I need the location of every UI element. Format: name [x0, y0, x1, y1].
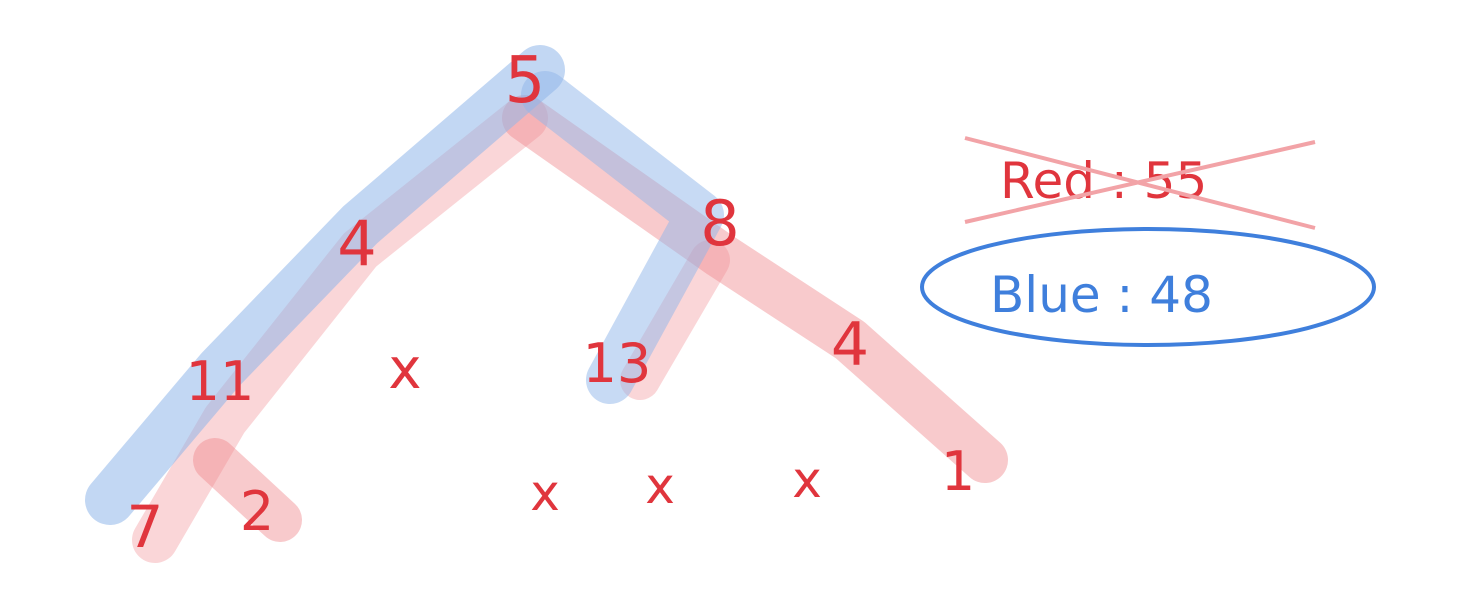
legend-red-strike-2 — [964, 140, 1316, 224]
node-rlr: x — [645, 457, 675, 515]
node-rr: 4 — [831, 310, 869, 380]
node-rll: x — [530, 464, 560, 522]
node-r: 8 — [700, 187, 739, 260]
node-l: 4 — [337, 207, 376, 280]
node-ll: 11 — [186, 350, 255, 413]
blue-path-right — [521, 71, 724, 404]
red-path-two — [193, 438, 302, 542]
node-lr: x — [388, 337, 421, 402]
legend-blue-circle — [920, 227, 1376, 347]
legend-red: Red : 55 — [1000, 152, 1207, 210]
legend: Red : 55 Blue : 48 — [920, 136, 1376, 347]
node-rrr: 1 — [941, 440, 975, 503]
path-highlights — [85, 45, 1008, 563]
red-path-right — [502, 95, 1008, 483]
node-rl: 13 — [583, 332, 652, 395]
red-path-thirteen — [620, 240, 730, 400]
node-root: 5 — [505, 44, 546, 118]
node-lll: 7 — [127, 493, 164, 561]
legend-blue: Blue : 48 — [990, 266, 1213, 324]
node-llr: 2 — [240, 480, 274, 543]
blue-path-left — [85, 45, 565, 525]
node-rrl: x — [792, 451, 822, 509]
tree-nodes: 5 4 8 11 x 13 4 7 2 x x x 1 — [127, 44, 976, 561]
